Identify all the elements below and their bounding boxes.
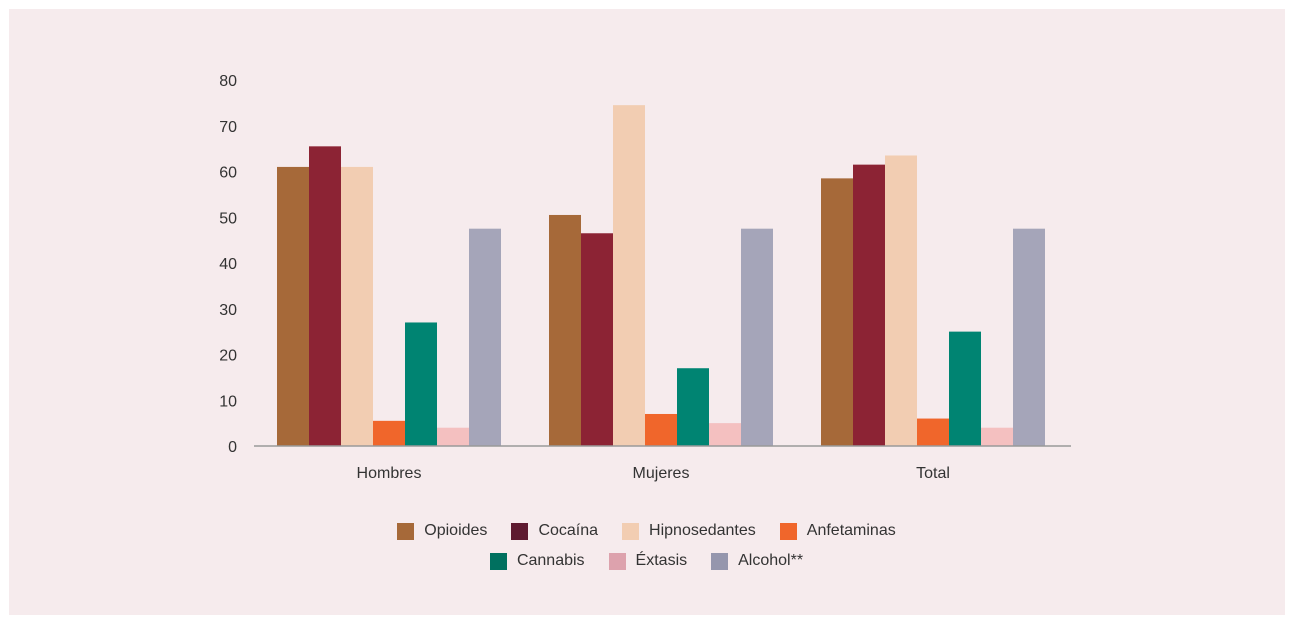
bar [469, 228, 501, 446]
legend-swatch [779, 522, 797, 540]
legend-label: Alcohol** [738, 552, 804, 569]
bar [645, 413, 677, 446]
legend-swatch [608, 552, 626, 570]
bars-group [277, 105, 1045, 447]
legend-item: Cannabis [489, 552, 585, 570]
bar [405, 322, 437, 446]
x-axis: Hombres Mujeres Total [357, 465, 950, 482]
y-tick-label: 80 [219, 73, 237, 90]
bar [853, 164, 885, 446]
legend-row: Opioides Cocaína Hipnosedantes Anfetaminas [0, 518, 1293, 544]
y-tick-label: 60 [219, 165, 237, 182]
bar [949, 331, 981, 446]
bar [917, 418, 949, 446]
legend-swatch [489, 552, 507, 570]
y-tick-label: 20 [219, 348, 237, 365]
legend-item: Éxtasis [608, 552, 688, 570]
bar [981, 427, 1013, 446]
bar [549, 214, 581, 446]
legend: Opioides Cocaína Hipnosedantes Anfetaminas C… [0, 518, 1293, 578]
legend-item: Cocaína [511, 522, 598, 540]
bar [309, 146, 341, 446]
legend-item: Opioides [397, 522, 487, 540]
legend-swatch [711, 552, 729, 570]
x-tick-label: Total [916, 465, 950, 482]
legend-label: Éxtasis [635, 552, 688, 569]
legend-item: Hipnosedantes [622, 522, 756, 540]
y-tick-label: 30 [219, 302, 237, 319]
bar [821, 178, 853, 447]
bar [373, 420, 405, 446]
bar [741, 228, 773, 446]
bar [341, 166, 373, 447]
bar [277, 166, 309, 447]
y-tick-label: 40 [219, 256, 237, 273]
x-tick-label: Hombres [357, 465, 422, 482]
bar [613, 105, 645, 446]
bar [885, 155, 917, 447]
legend-label: Opioides [424, 522, 488, 539]
y-axis: 0 10 20 30 40 50 60 70 80 [219, 73, 237, 456]
legend-item: Alcohol** [711, 552, 803, 570]
legend-swatch [622, 522, 640, 540]
y-tick-label: 0 [228, 439, 237, 456]
legend-label: Anfetaminas [806, 522, 896, 539]
bar [437, 427, 469, 446]
bar [709, 423, 741, 446]
bar [1013, 228, 1045, 446]
x-tick-label: Mujeres [633, 465, 690, 482]
legend-item: Anfetaminas [779, 522, 896, 540]
legend-label: Hipnosedantes [649, 522, 756, 539]
bar [581, 233, 613, 446]
legend-label: Cannabis [516, 552, 585, 569]
y-tick-label: 50 [219, 210, 237, 227]
legend-label: Cocaína [538, 522, 599, 539]
legend-row: Cannabis Éxtasis Alcohol** [0, 548, 1293, 574]
y-tick-label: 70 [219, 119, 237, 136]
y-tick-label: 10 [219, 393, 237, 410]
legend-swatch [397, 522, 415, 540]
legend-swatch [511, 522, 529, 540]
bar [677, 368, 709, 446]
